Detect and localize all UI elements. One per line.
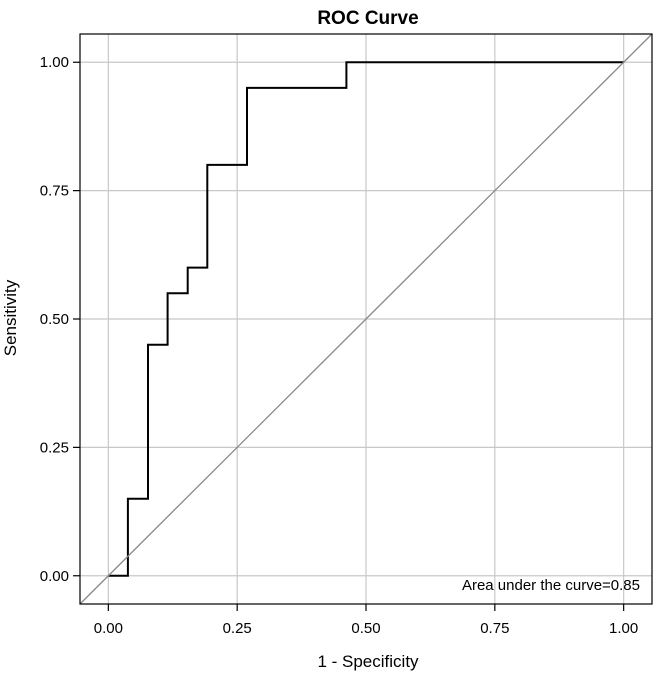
series-group: [79, 33, 653, 605]
y-axis-label: Sensitivity: [1, 279, 20, 356]
x-axis-label: 1 - Specificity: [317, 652, 419, 671]
y-tick-label: 0.00: [40, 568, 69, 585]
x-tick-label: 0.50: [351, 620, 380, 637]
reference-diagonal-line: [79, 33, 653, 605]
x-tick-label: 0.25: [223, 620, 252, 637]
y-tick-label: 0.25: [40, 439, 69, 456]
x-axis: 0.00 0.25 0.50 0.75 1.00: [94, 604, 638, 637]
y-tick-label: 1.00: [40, 54, 69, 71]
x-tick-label: 1.00: [609, 620, 638, 637]
x-tick-label: 0.00: [94, 620, 123, 637]
roc-curve-line: [108, 61, 624, 577]
y-tick-label: 0.50: [40, 311, 69, 328]
x-tick-label: 0.75: [480, 620, 509, 637]
y-axis: 0.00 0.25 0.50 0.75 1.00: [40, 54, 80, 585]
y-tick-label: 0.75: [40, 183, 69, 200]
auc-annotation: Area under the curve=0.85: [462, 577, 640, 594]
chart-title: ROC Curve: [317, 8, 418, 29]
